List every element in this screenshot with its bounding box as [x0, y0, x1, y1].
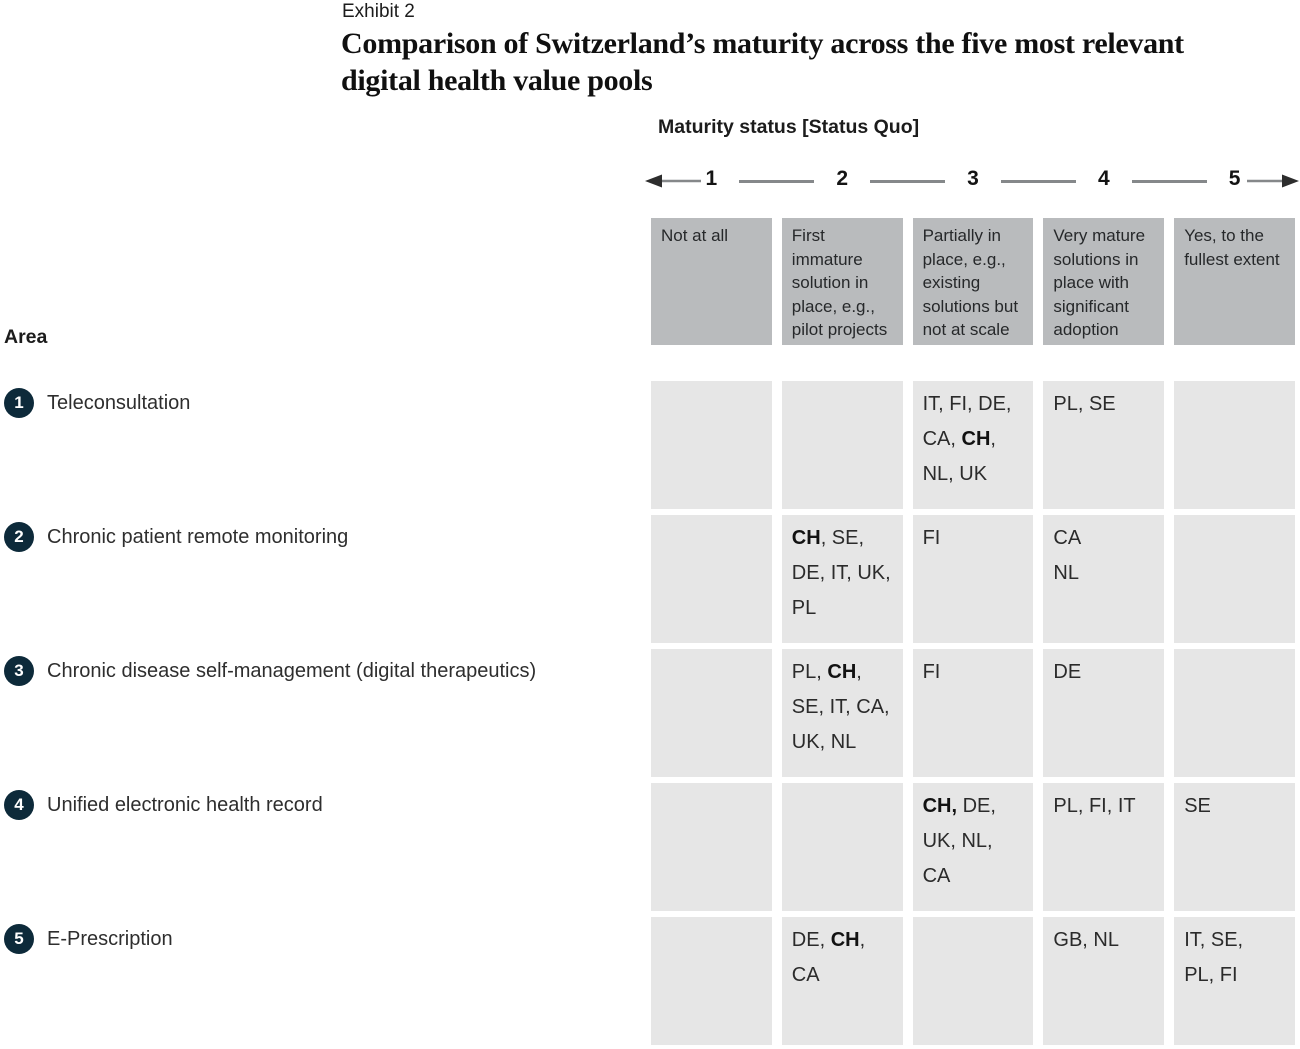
row-area-name: E-Prescription: [47, 927, 173, 950]
row-area-name: Teleconsultation: [47, 391, 191, 414]
maturity-scale: 1 2 3 4 5: [645, 167, 1299, 199]
matrix-cell-r4-c2: [781, 783, 903, 911]
matrix-cell-r3-c5: [1174, 649, 1295, 777]
cell-line: NL, UK: [922, 463, 988, 485]
cell-line: CH, DE,: [922, 795, 996, 817]
cell-line: PL, FI, IT: [1053, 795, 1136, 817]
scale-number-3: 3: [967, 167, 979, 190]
cell-line: SE, IT, CA,: [791, 696, 890, 718]
matrix-cell-r1-c4: PL, SE: [1043, 381, 1165, 509]
matrix-cell-r3-c2: PL, CH, SE, IT, CA, UK, NL: [781, 649, 903, 777]
cell-line: SE: [1184, 795, 1211, 817]
matrix-cell-r5-c3: [912, 917, 1034, 1045]
cell-line: FI: [922, 527, 941, 549]
row-area-name: Unified electronic health record: [47, 793, 323, 816]
area-column-label: Area: [4, 326, 48, 348]
cell-line: UK, NL,: [922, 830, 993, 852]
cell-line: CA: [922, 865, 951, 887]
matrix-cell-r3-c4: DE: [1043, 649, 1165, 777]
exhibit-number-label: Exhibit 2: [342, 1, 415, 22]
row-label-1: 1 Teleconsultation: [4, 386, 190, 420]
title-line: digital health value pools: [341, 64, 653, 97]
matrix-cell-r4-c4: PL, FI, IT: [1043, 783, 1165, 911]
matrix-cell-r4-c3: CH, DE, UK, NL, CA: [912, 783, 1034, 911]
scale-number-2: 2: [836, 167, 849, 190]
title-line: Comparison of Switzerland’s maturity acr…: [341, 27, 1184, 60]
matrix-cell-r1-c3: IT, FI, DE, CA, CH, NL, UK: [912, 381, 1034, 509]
arrow-right-icon: [1247, 174, 1299, 188]
scale-connector-line: [870, 180, 945, 183]
cell-line: UK, NL: [791, 731, 857, 753]
scale-connector-line: [1131, 180, 1207, 183]
row-label-3: 3 Chronic disease self-management (digita…: [4, 654, 536, 688]
cell-line: FI: [922, 661, 941, 683]
arrow-left-icon: [645, 174, 701, 188]
scale-number-5: 5: [1228, 167, 1241, 190]
scale-number-1: 1: [705, 167, 718, 190]
cell-line: PL, CH,: [791, 661, 862, 683]
cell-line: IT, FI, DE,: [922, 393, 1012, 415]
row-area-name: Chronic patient remote monitoring: [47, 525, 349, 548]
scale-number-4: 4: [1097, 167, 1110, 190]
row-label-2: 2 Chronic patient remote monitoring: [4, 520, 348, 554]
scale-connector-line: [1001, 180, 1076, 183]
row-number-badge: 5: [4, 924, 34, 954]
cell-line: CA, CH,: [922, 428, 996, 450]
row-label-5: 5 E-Prescription: [4, 922, 173, 956]
cell-line: DE: [1053, 661, 1082, 683]
cell-line: PL: [791, 597, 817, 619]
column-header-3: Partially in place, e.g., existing solut…: [912, 218, 1034, 345]
maturity-column-headers: Not at all First immature solution in pla…: [651, 218, 1295, 345]
cell-line: IT, SE,: [1184, 929, 1244, 951]
matrix-cell-r2-c1: [651, 515, 772, 643]
cell-line: GB, NL: [1053, 929, 1119, 951]
column-header-1: Not at all: [651, 218, 772, 345]
matrix-cell-r5-c1: [651, 917, 772, 1045]
column-header-5: Yes, to the fullest extent: [1174, 218, 1295, 345]
matrix-cell-r4-c1: [651, 783, 772, 911]
cell-line: DE, IT, UK,: [791, 562, 891, 584]
matrix-cell-r3-c3: FI: [912, 649, 1034, 777]
matrix-cell-r5-c2: DE, CH, CA: [781, 917, 903, 1045]
column-header-4: Very mature solutions in place with sign…: [1043, 218, 1165, 345]
cell-line: PL, SE: [1053, 393, 1116, 415]
row-number-badge: 4: [4, 790, 34, 820]
cell-line: CA: [1053, 527, 1082, 549]
cell-line: NL: [1053, 562, 1079, 584]
matrix-cell-r2-c2: CH, SE, DE, IT, UK, PL: [781, 515, 903, 643]
matrix-cell-r1-c5: [1174, 381, 1295, 509]
matrix-cell-r2-c4: CA NL: [1043, 515, 1165, 643]
matrix-cell-r1-c2: [781, 381, 903, 509]
row-area-name: Chronic disease self-management (digital…: [47, 659, 537, 682]
row-label-4: 4 Unified electronic health record: [4, 788, 323, 822]
cell-line: CA: [791, 964, 820, 986]
maturity-grid: IT, FI, DE, CA, CH, NL, UK PL, SE CH, SE, DE,…: [651, 381, 1295, 1045]
matrix-cell-r1-c1: [651, 381, 772, 509]
matrix-cell-r3-c1: [651, 649, 772, 777]
cell-line: PL, FI: [1184, 964, 1238, 986]
scale-connector-line: [739, 180, 815, 183]
row-number-badge: 2: [4, 522, 34, 552]
matrix-cell-r2-c3: FI: [912, 515, 1034, 643]
maturity-axis-title: Maturity status [Status Quo]: [658, 116, 920, 138]
row-number-badge: 1: [4, 388, 34, 418]
matrix-cell-r2-c5: [1174, 515, 1295, 643]
page-title: Comparison of Switzerland’s maturity acr…: [341, 25, 1184, 99]
column-header-2: First immature solution in place, e.g., …: [781, 218, 903, 345]
cell-line: DE, CH,: [791, 929, 866, 951]
matrix-cell-r4-c5: SE: [1174, 783, 1295, 911]
cell-line: CH, SE,: [791, 527, 865, 549]
matrix-cell-r5-c4: GB, NL: [1043, 917, 1165, 1045]
row-number-badge: 3: [4, 656, 34, 686]
matrix-cell-r5-c5: IT, SE, PL, FI: [1174, 917, 1295, 1045]
